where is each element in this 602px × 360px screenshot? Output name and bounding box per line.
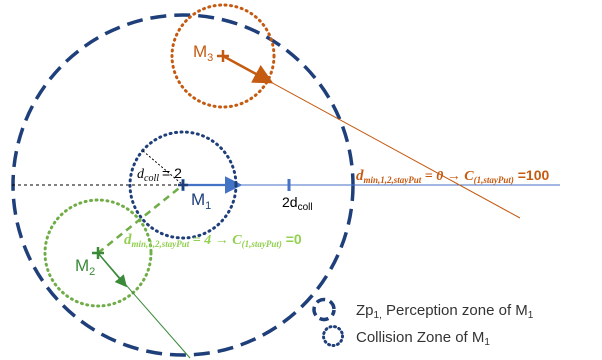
- m1-m2-distance-line: [97, 184, 184, 254]
- dcoll-label: dcoll = 2: [137, 165, 182, 184]
- collision-zone-m2: [43, 198, 153, 308]
- m3-label: M3: [193, 42, 213, 64]
- legend-perception-icon: [312, 297, 336, 322]
- m2-marker: [92, 247, 104, 259]
- dcoll-radius-line: [142, 150, 184, 186]
- m2-label: M2: [75, 256, 95, 278]
- m2-heading-arrow: [97, 252, 127, 288]
- legend-collision-icon: [322, 325, 344, 347]
- legend: Zp1, Perception zone of M1 Collision Zon…: [312, 297, 534, 348]
- green-equation: dmin,1,2,stayPut = 4 → C(1,stayPut) =0: [124, 231, 302, 249]
- m3-heading-arrow: [222, 54, 274, 84]
- collision-zone-m3: [170, 3, 276, 109]
- m1-marker: [178, 180, 188, 190]
- orange-equation: dmin,1,2,stayPut = 0 → C(1,stayPut) =100: [356, 167, 549, 185]
- legend-collision-label: Collision Zone of M1: [356, 329, 490, 348]
- m1-label: M1: [191, 190, 211, 212]
- legend-perception-label: Zp1, Perception zone of M1: [356, 302, 534, 321]
- two-dcoll-label: 2dcoll: [282, 194, 313, 213]
- m3-marker: [217, 50, 229, 62]
- collision-zone-m1: [128, 130, 238, 240]
